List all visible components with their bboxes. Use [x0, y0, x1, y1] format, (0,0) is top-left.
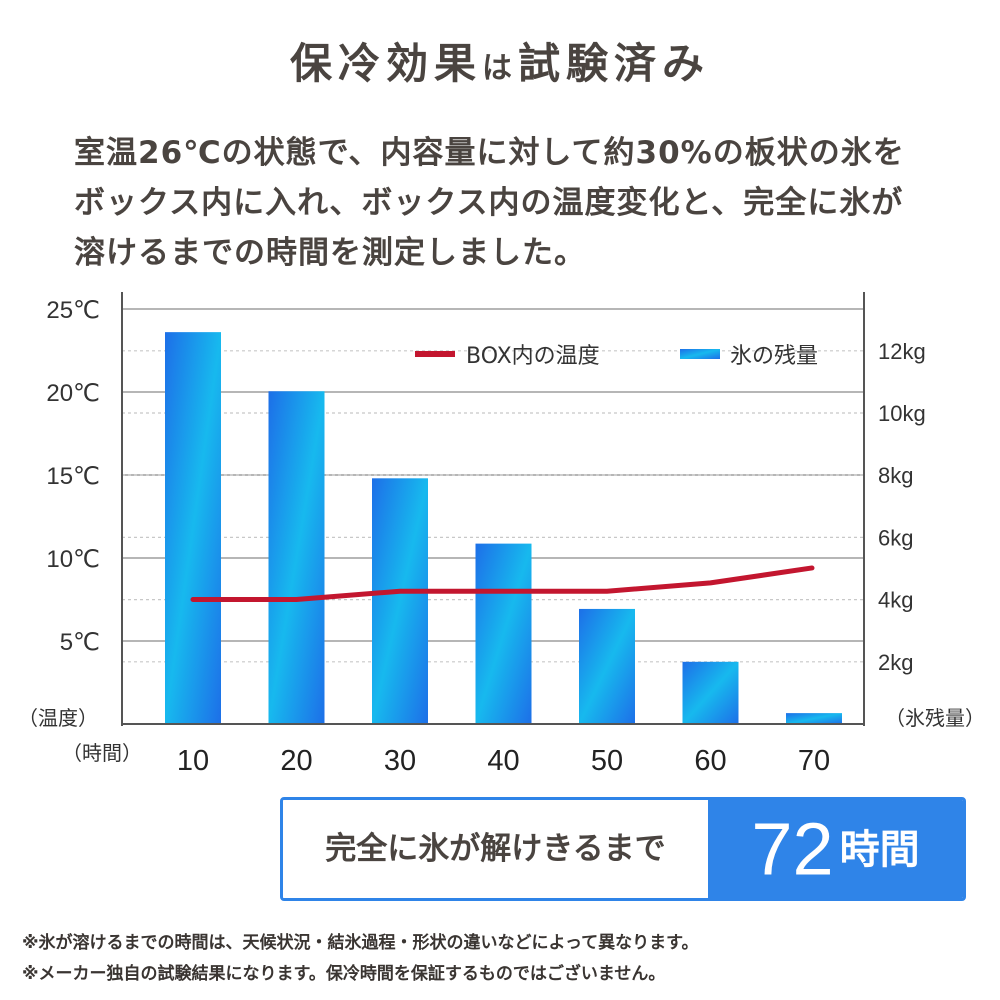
grid-lines — [122, 308, 864, 663]
x-tick-label: 10 — [177, 745, 209, 777]
right-axis-label: （氷残量） — [885, 706, 985, 730]
right-tick-label: 2kg — [878, 650, 913, 675]
tick-labels: 5℃ 10℃ 15℃ 20℃ 25℃ 2kg 4kg 6kg 8kg 10kg 12kg 10 20 30… — [46, 297, 925, 777]
left-tick-label: 25℃ — [46, 297, 100, 324]
title-particle: は — [482, 51, 518, 86]
result-value: 72 時間 — [708, 800, 963, 898]
right-tick-label: 6kg — [878, 525, 913, 550]
x-tick-label: 30 — [384, 745, 416, 777]
ice-bar — [682, 661, 739, 724]
ice-bar — [268, 391, 325, 724]
result-number: 72 — [751, 807, 834, 891]
legend-line-label: BOX内の温度 — [466, 344, 600, 369]
page-title: 保冷効果は試験済み — [0, 30, 1000, 91]
right-tick-label: 10kg — [878, 401, 926, 426]
ice-bar — [475, 543, 532, 724]
ice-bar — [165, 332, 221, 724]
ice-bar — [372, 478, 428, 724]
result-label: 完全に氷が解けきるまで — [283, 800, 708, 898]
description-line: ボックス内に入れ、ボックス内の温度変化と、完全に氷が — [74, 185, 904, 221]
result-unit: 時間 — [839, 826, 920, 873]
notes: ※氷が溶けるまでの時間は、天候状況・結氷過程・形状の違いなどによって異なります。… — [22, 928, 698, 990]
legend-bar-swatch — [680, 349, 720, 359]
left-tick-label: 20℃ — [46, 380, 100, 407]
description: 室温26℃の状態で、内容量に対して約30%の板状の氷を ボックス内に入れ、ボック… — [74, 128, 954, 278]
ice-bar — [579, 608, 635, 724]
note-line: ※氷が溶けるまでの時間は、天候状況・結氷過程・形状の違いなどによって異なります。 — [22, 933, 699, 953]
right-tick-label: 12kg — [878, 339, 926, 364]
legend: BOX内の温度 氷の残量 — [415, 344, 818, 369]
x-tick-label: 60 — [694, 745, 726, 777]
x-tick-label: 50 — [591, 745, 623, 777]
x-tick-label: 40 — [487, 745, 519, 777]
chart: 5℃ 10℃ 15℃ 20℃ 25℃ 2kg 4kg 6kg 8kg 10kg 12kg 10 20 30… — [18, 292, 985, 777]
ice-bar — [786, 713, 842, 724]
right-tick-label: 4kg — [878, 588, 913, 613]
title-main: 保冷効果 — [289, 39, 482, 88]
left-tick-label: 10℃ — [46, 546, 100, 573]
x-tick-label: 70 — [798, 745, 830, 777]
x-tick-label: 20 — [280, 745, 312, 777]
description-line: 溶けるまでの時間を測定しました。 — [74, 235, 586, 271]
x-axis-label: （時間） — [62, 741, 142, 765]
ice-bars — [165, 332, 842, 724]
note-line: ※メーカー独自の試験結果になります。保冷時間を保証するものではございません。 — [22, 964, 666, 984]
right-tick-label: 8kg — [878, 463, 913, 488]
axes — [121, 292, 865, 726]
temperature-line-layer — [190, 565, 815, 602]
result-box: 完全に氷が解けきるまで 72 時間 — [280, 797, 966, 901]
title-end: 試験済み — [518, 39, 711, 88]
left-tick-label: 5℃ — [60, 629, 100, 656]
left-tick-label: 15℃ — [46, 463, 100, 490]
temperature-line — [190, 565, 815, 602]
description-line: 室温26℃の状態で、内容量に対して約30%の板状の氷を — [74, 135, 905, 171]
legend-bar-label: 氷の残量 — [730, 344, 818, 369]
left-axis-label: （温度） — [18, 706, 98, 730]
